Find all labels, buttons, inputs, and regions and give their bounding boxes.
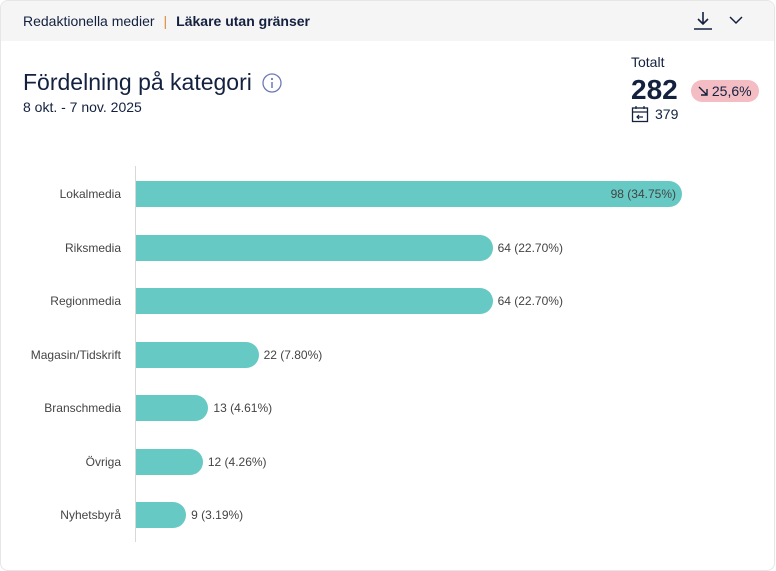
change-badge: 25,6% — [691, 80, 759, 102]
data-label: 12 (4.26%) — [207, 454, 267, 469]
chevron-down-icon[interactable] — [728, 12, 744, 28]
bar[interactable] — [136, 448, 203, 475]
card-header: Redaktionella medier | Läkare utan gräns… — [1, 1, 774, 41]
bar-row: Branschmedia 13 (4.61%) — [1, 395, 774, 421]
category-label: Regionmedia — [50, 294, 121, 308]
category-label: Övriga — [85, 454, 121, 469]
bar[interactable] — [136, 288, 493, 314]
y-axis-line — [135, 166, 136, 542]
data-label: 98 (34.75%) — [610, 187, 676, 201]
info-icon[interactable] — [262, 72, 282, 93]
data-label: 13 (4.61%) — [213, 401, 273, 415]
total-value: 282 — [631, 74, 678, 105]
data-label: 64 (22.70%) — [497, 240, 563, 255]
calendar-previous-icon — [631, 106, 649, 123]
bar-row: Lokalmedia 98 (34.75%) — [1, 181, 774, 207]
breadcrumb-parent[interactable]: Redaktionella medier — [23, 13, 155, 29]
category-label: Nyhetsbyrå — [60, 508, 121, 522]
bar-row: Nyhetsbyrå 9 (3.19%) — [1, 502, 774, 528]
category-label: Branschmedia — [44, 401, 121, 415]
change-value: 25,6% — [711, 83, 752, 99]
category-label: Magasin/Tidskrift — [30, 347, 121, 362]
total-label: Totalt — [631, 54, 665, 70]
bar-row: Regionmedia 64 (22.70%) — [1, 288, 774, 314]
bar[interactable] — [136, 181, 682, 207]
data-label: 22 (7.80%) — [263, 347, 323, 362]
bar-row: Övriga 12 (4.26%) — [1, 448, 774, 475]
category-label: Riksmedia — [64, 240, 121, 255]
bar[interactable] — [136, 234, 493, 261]
total-summary: Totalt 282 25,6% 379 — [631, 54, 759, 123]
data-label: 9 (3.19%) — [191, 508, 244, 522]
bar-row: Magasin/Tidskrift 22 (7.80%) — [1, 341, 774, 368]
category-label: Lokalmedia — [59, 187, 121, 201]
bar-chart: Lokalmedia 98 (34.75%) Riksmedia 64 (22.70%… — [1, 166, 774, 546]
chart-title: Fördelning på kategori — [23, 69, 252, 95]
bar[interactable] — [136, 502, 187, 528]
bar[interactable] — [136, 395, 209, 421]
bar[interactable] — [136, 341, 259, 368]
download-icon[interactable] — [692, 9, 714, 31]
bar-row: Riksmedia 64 (22.70%) — [1, 234, 774, 261]
arrow-down-right-icon — [698, 86, 708, 96]
date-range: 8 okt. - 7 nov. 2025 — [23, 99, 142, 115]
breadcrumb-separator: | — [163, 13, 168, 29]
breadcrumb-current: Läkare utan gränser — [176, 13, 311, 29]
data-label: 64 (22.70%) — [497, 294, 563, 308]
previous-value: 379 — [655, 106, 679, 122]
